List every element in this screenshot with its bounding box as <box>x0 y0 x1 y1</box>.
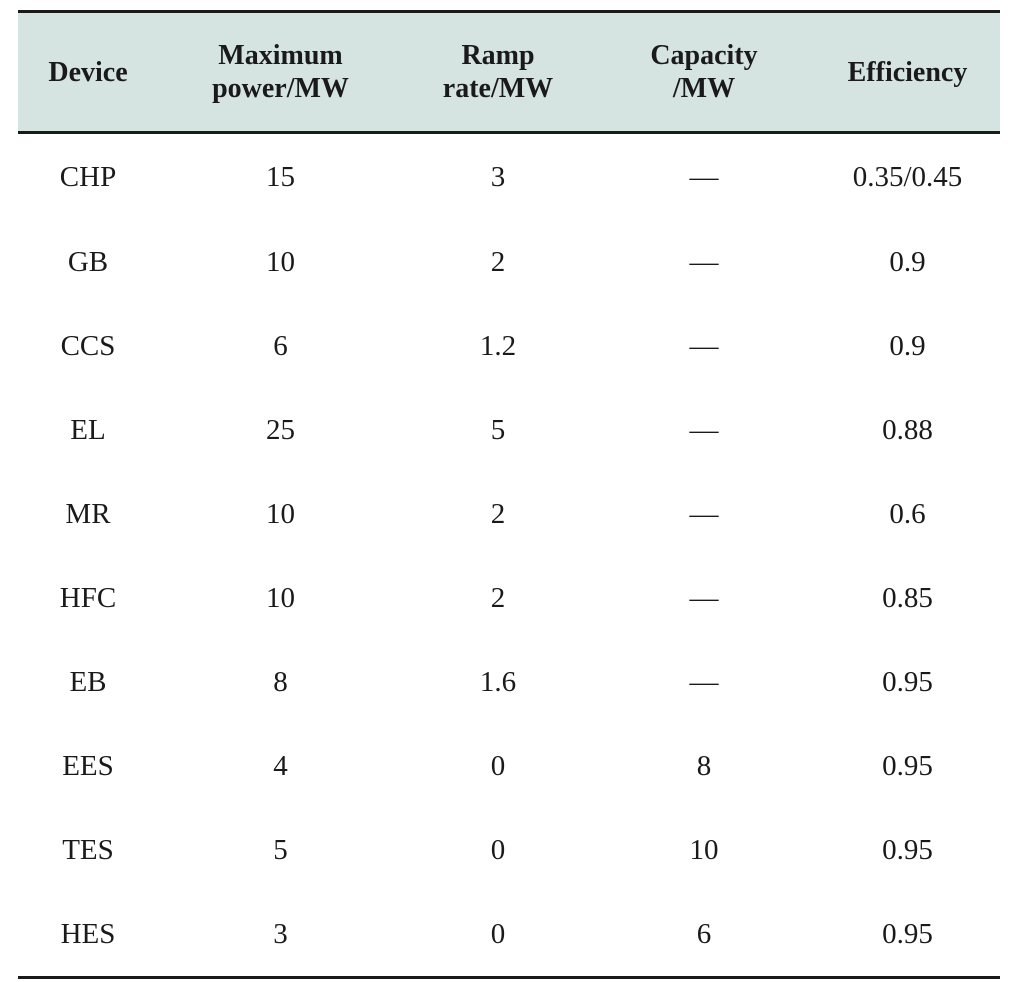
cell-device: EB <box>69 665 107 698</box>
cell-capacity: — <box>689 245 719 278</box>
cell-efficiency: 0.95 <box>882 665 933 698</box>
device-parameter-table-container: Device Maximum power/MW Ramp rate/MW Cap… <box>18 10 1000 979</box>
cell-device: EL <box>70 413 106 446</box>
cell-ramp-rate: 0 <box>490 749 506 782</box>
header-efficiency: Efficiency <box>815 10 1000 134</box>
cell-device: TES <box>62 833 114 866</box>
cell-efficiency: 0.95 <box>815 892 1000 979</box>
device-parameter-table: Device Maximum power/MW Ramp rate/MW Cap… <box>18 10 1000 979</box>
table-row: CHP 15 3 — 0.35/0.45 <box>18 133 1000 221</box>
table-row: EL 25 5 — 0.88 <box>18 388 1000 472</box>
cell-maximum-power: 5 <box>273 833 288 866</box>
cell-ramp-rate: 5 <box>490 413 506 446</box>
cell-ramp-rate: 0 <box>490 833 506 866</box>
header-maximum-power: Maximum power/MW <box>158 10 403 134</box>
cell-efficiency: 0.95 <box>882 833 933 866</box>
cell-capacity: 10 <box>689 833 719 866</box>
cell-device: HFC <box>59 581 117 614</box>
cell-ramp-rate: 3 <box>490 160 506 193</box>
cell-ramp-rate: 2 <box>490 581 506 614</box>
cell-ramp-rate: 0 <box>403 892 593 979</box>
cell-ramp-rate: 2 <box>490 497 506 530</box>
table-row: EB 8 1.6 — 0.95 <box>18 640 1000 724</box>
cell-efficiency: 0.35/0.45 <box>852 160 963 193</box>
table-row: TES 5 0 10 0.95 <box>18 808 1000 892</box>
cell-device: HES <box>18 892 158 979</box>
header-row: Device Maximum power/MW Ramp rate/MW Cap… <box>18 10 1000 134</box>
cell-capacity: — <box>689 497 719 530</box>
cell-efficiency: 0.85 <box>882 581 933 614</box>
cell-capacity: — <box>689 665 719 698</box>
cell-device: EES <box>62 749 114 782</box>
cell-efficiency: 0.6 <box>889 497 926 530</box>
cell-capacity: — <box>689 160 719 193</box>
cell-maximum-power: 10 <box>266 245 295 278</box>
cell-device: GB <box>67 245 109 278</box>
header-ramp-rate: Ramp rate/MW <box>403 10 593 134</box>
table-row: MR 10 2 — 0.6 <box>18 472 1000 556</box>
cell-maximum-power: 6 <box>273 329 288 362</box>
cell-device: CHP <box>59 160 117 193</box>
table-row: HES 3 0 6 0.95 <box>18 892 1000 979</box>
cell-device: MR <box>65 497 111 530</box>
table-row: CCS 6 1.2 — 0.9 <box>18 304 1000 388</box>
cell-maximum-power: 25 <box>266 413 295 446</box>
cell-maximum-power: 15 <box>266 160 295 193</box>
cell-ramp-rate: 2 <box>490 245 506 278</box>
table-row: EES 4 0 8 0.95 <box>18 724 1000 808</box>
cell-efficiency: 0.88 <box>882 413 933 446</box>
table-row: GB 10 2 — 0.9 <box>18 220 1000 304</box>
cell-capacity: — <box>689 413 719 446</box>
cell-capacity: — <box>689 581 719 614</box>
cell-maximum-power: 10 <box>266 497 295 530</box>
cell-efficiency: 0.95 <box>882 749 933 782</box>
table-body: CHP 15 3 — 0.35/0.45 GB 10 2 — 0.9 CCS 6… <box>18 133 1000 979</box>
cell-ramp-rate: 1.2 <box>479 329 517 362</box>
header-capacity: Capacity /MW <box>593 10 815 134</box>
cell-maximum-power: 3 <box>158 892 403 979</box>
cell-efficiency: 0.9 <box>889 245 926 278</box>
header-device: Device <box>18 10 158 134</box>
table-row: HFC 10 2 — 0.85 <box>18 556 1000 640</box>
cell-efficiency: 0.9 <box>889 329 926 362</box>
cell-maximum-power: 10 <box>266 581 295 614</box>
cell-capacity: — <box>689 329 719 362</box>
cell-capacity: 6 <box>593 892 815 979</box>
cell-maximum-power: 4 <box>273 749 288 782</box>
cell-capacity: 8 <box>696 749 712 782</box>
cell-ramp-rate: 1.6 <box>479 665 517 698</box>
cell-maximum-power: 8 <box>273 665 288 698</box>
table-header: Device Maximum power/MW Ramp rate/MW Cap… <box>18 10 1000 134</box>
cell-device: CCS <box>60 329 116 362</box>
